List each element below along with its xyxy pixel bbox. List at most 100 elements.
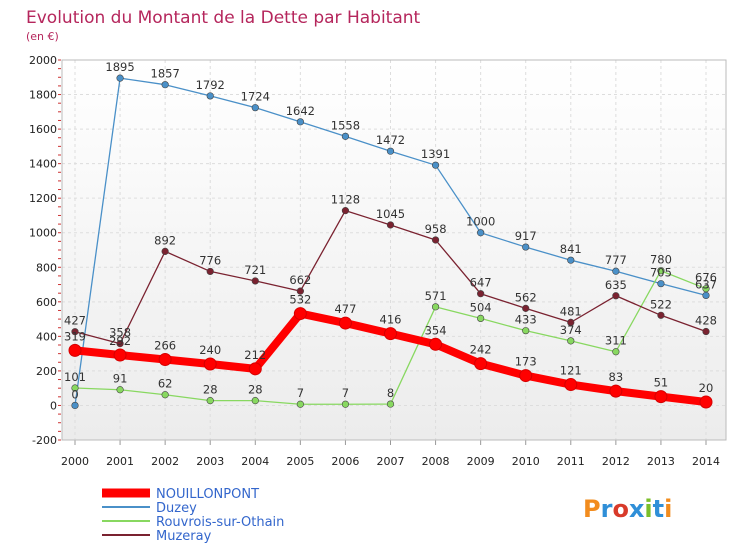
logo-text: Proxiti: [583, 495, 672, 523]
data-point: [612, 267, 620, 275]
x-tick-label: 2011: [557, 455, 585, 468]
data-point: [657, 267, 665, 275]
data-label: 721: [244, 263, 266, 277]
legend-entry: Rouvrois-sur-Othain: [156, 515, 284, 530]
data-point: [699, 395, 713, 409]
chart-subtitle: (en €): [26, 30, 59, 43]
data-point: [206, 92, 214, 100]
data-point: [71, 384, 79, 392]
data-point: [567, 318, 575, 326]
data-point: [116, 74, 124, 82]
data-label: 62: [158, 377, 173, 391]
grid: [62, 59, 726, 441]
data-point: [477, 314, 485, 323]
data-label: 676: [695, 271, 717, 285]
y-tick-label: 400: [36, 330, 57, 343]
x-tick-label: 2006: [331, 455, 359, 468]
legend-entry: NOUILLONPONT: [156, 487, 259, 502]
data-point: [522, 327, 530, 335]
data-point: [206, 267, 214, 276]
plot-border: [61, 59, 727, 441]
data-label: 240: [199, 343, 221, 357]
data-label: 7: [342, 386, 349, 400]
data-point: [474, 357, 488, 371]
series-rouvrois-sur-othain: [71, 267, 710, 408]
data-point: [251, 277, 259, 285]
data-point: [161, 247, 169, 255]
data-point: [654, 390, 668, 404]
data-point: [477, 229, 485, 237]
data-point: [702, 285, 710, 293]
data-point: [296, 118, 304, 126]
legend-entry: Duzey: [156, 501, 197, 516]
data-label: 1724: [241, 90, 270, 104]
data-label: 662: [289, 273, 311, 287]
data-point: [431, 236, 440, 244]
data-point: [296, 400, 304, 408]
y-tick-label: 1000: [29, 227, 57, 240]
y-tick-label: 200: [36, 365, 57, 378]
data-label: 0: [71, 387, 78, 401]
data-label: 121: [560, 364, 582, 378]
data-label: 532: [289, 293, 311, 307]
axes: -200020040060080010001200140016001800200…: [29, 54, 727, 468]
data-point: [248, 362, 262, 376]
data-label: 428: [695, 314, 717, 328]
data-label: 1000: [466, 215, 495, 229]
data-label: 433: [515, 313, 537, 327]
data-point: [386, 147, 395, 155]
data-label: 637: [695, 277, 717, 291]
data-label: 28: [203, 383, 218, 397]
x-tick-label: 2003: [196, 455, 224, 468]
data-point: [71, 401, 79, 410]
x-tick-label: 2001: [106, 455, 134, 468]
data-label: 522: [650, 297, 672, 311]
data-point: [251, 104, 259, 112]
data-label: 1045: [376, 207, 405, 221]
data-label: 83: [609, 370, 624, 384]
y-tick-label: 0: [50, 399, 57, 412]
data-label: 7: [297, 386, 304, 400]
data-point: [702, 327, 710, 336]
data-point: [612, 348, 620, 356]
data-label: 311: [605, 334, 627, 348]
x-tick-label: 2009: [467, 455, 495, 468]
data-point: [116, 386, 124, 394]
data-point: [429, 337, 443, 351]
data-point: [161, 81, 169, 89]
x-tick-label: 2002: [151, 455, 179, 468]
data-point: [384, 327, 397, 341]
data-point: [522, 243, 530, 251]
data-label: 1558: [331, 118, 360, 132]
data-label: 1857: [151, 67, 180, 81]
data-label: 917: [515, 229, 537, 243]
data-label: 91: [113, 372, 128, 386]
data-label: 477: [334, 302, 356, 316]
data-label: 481: [560, 304, 582, 318]
data-label: 780: [650, 253, 672, 267]
data-point: [431, 161, 440, 169]
data-label: 841: [560, 242, 582, 256]
data-label: 173: [515, 355, 537, 369]
series-muzeray: [71, 207, 710, 348]
data-point: [609, 384, 623, 398]
data-label: 427: [64, 314, 86, 328]
legend-entry: Muzeray: [156, 529, 212, 544]
data-label: 504: [470, 300, 492, 314]
data-label: 1642: [286, 104, 315, 118]
data-point: [657, 311, 665, 319]
data-label: 705: [650, 266, 672, 280]
data-label: 1792: [196, 78, 225, 92]
data-label: 28: [248, 383, 263, 397]
data-label: 242: [470, 343, 492, 357]
data-point: [206, 397, 214, 405]
plot-background: [62, 60, 726, 440]
data-label: 266: [154, 339, 176, 353]
data-point: [522, 304, 530, 312]
data-label: 647: [470, 276, 492, 290]
data-point: [612, 292, 620, 300]
data-label: 51: [654, 376, 669, 390]
data-point: [251, 397, 259, 405]
